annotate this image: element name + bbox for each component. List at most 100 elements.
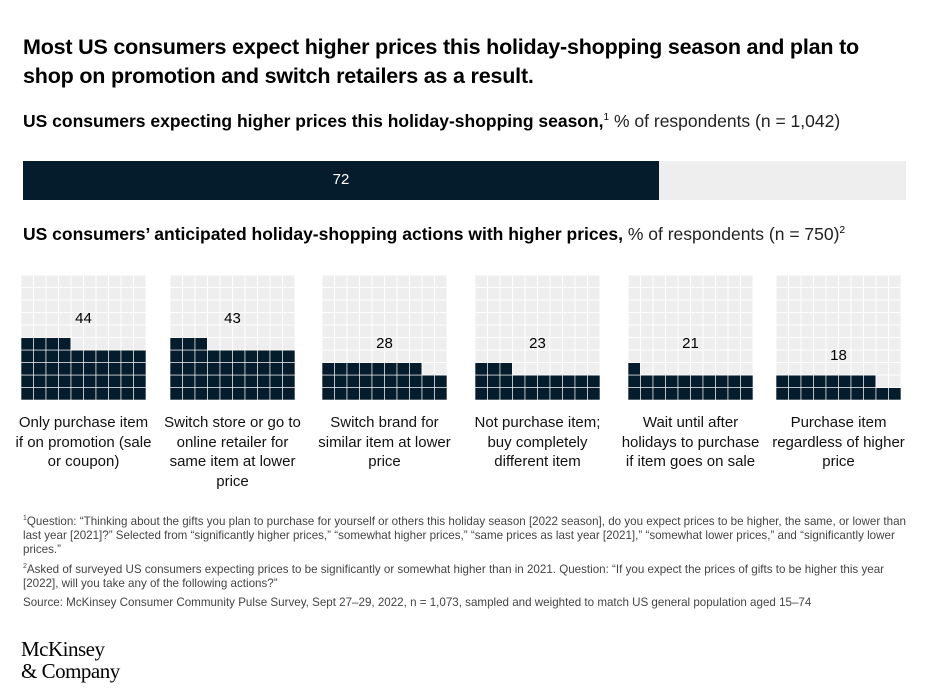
footnote-1-marker: 1 [23, 515, 27, 523]
waffle-cell-empty [384, 349, 398, 363]
waffle-cell-filled [359, 387, 373, 400]
waffle-cell-empty [562, 299, 576, 313]
waffle-cell-filled [244, 374, 258, 388]
waffle-cell-empty [475, 275, 488, 288]
waffle-cell-filled [628, 387, 641, 400]
waffle-cell-filled [257, 387, 271, 400]
waffle-cell-empty [219, 287, 233, 301]
waffle-cell-empty [652, 299, 666, 313]
waffle-cell-filled [487, 362, 501, 376]
waffle-cell-filled [70, 362, 84, 376]
waffle-value-2: 43 [224, 309, 241, 327]
waffle-cell-empty [628, 275, 641, 288]
footnote-2-marker: 2 [23, 563, 27, 571]
waffle-cell-filled [232, 362, 246, 376]
waffle-cell-filled [334, 374, 348, 388]
waffle-cell-filled [257, 349, 271, 363]
waffle-cell-empty [219, 337, 233, 351]
waffle-cell-empty [665, 275, 679, 288]
waffle-cell-filled [219, 349, 233, 363]
waffle-cell-empty [421, 349, 435, 363]
waffle-cell-filled [232, 374, 246, 388]
waffle-cell-empty [434, 362, 447, 376]
waffle-cell-filled [371, 374, 385, 388]
waffle-cell-filled [587, 374, 600, 388]
waffle-cell-empty [813, 362, 827, 376]
waffle-cell-empty [232, 275, 246, 288]
waffle-cell-empty [512, 287, 526, 301]
waffle-cell-empty [359, 312, 373, 326]
waffle-cell-empty [396, 287, 410, 301]
waffle-cell-empty [562, 362, 576, 376]
waffle-cell-filled [95, 362, 109, 376]
waffle-value-4: 23 [529, 334, 546, 352]
waffle-cell-empty [194, 324, 208, 338]
waffle-cell-empty [359, 275, 373, 288]
footnote-2: 2Asked of surveyed US consumers expectin… [23, 563, 913, 591]
category-label-2: Switch store or go to online retailer fo… [164, 414, 301, 490]
waffle-cell-filled [863, 387, 877, 400]
waffle-cell-empty [524, 287, 538, 301]
waffle-cell-empty [549, 287, 563, 301]
waffle-cell-filled [346, 387, 360, 400]
waffle-cell-filled [120, 387, 134, 400]
waffle-cell-filled [95, 387, 109, 400]
waffle-cell-empty [776, 287, 789, 301]
waffle-cell-filled [282, 362, 295, 376]
waffle-cell-empty [120, 324, 134, 338]
waffle-cell-filled [677, 387, 691, 400]
waffle-cell-empty [170, 324, 183, 338]
waffle-cell-empty [587, 312, 600, 326]
footnote-1: 1Question: “Thinking about the gifts you… [23, 515, 913, 558]
waffle-cell-empty [207, 287, 221, 301]
waffle-cell-empty [875, 312, 889, 326]
waffle-cell-empty [244, 275, 258, 288]
page-title: Most US consumers expect higher prices t… [23, 35, 859, 88]
waffle-cell-empty [70, 337, 84, 351]
waffle-cell-empty [788, 287, 802, 301]
waffle-cell-empty [850, 299, 864, 313]
waffle-cell-empty [640, 275, 654, 288]
waffle-cell-empty [334, 299, 348, 313]
waffle-grid-6 [776, 275, 901, 400]
waffle-cell-empty [740, 312, 753, 326]
chart1-title: US consumers expecting higher prices thi… [23, 110, 840, 132]
waffle-cell-filled [409, 387, 423, 400]
waffle-cell-filled [45, 387, 59, 400]
waffle-cell-empty [875, 287, 889, 301]
waffle-chart-4: 23 [475, 275, 600, 400]
waffle-cell-empty [371, 299, 385, 313]
waffle-cell-filled [21, 337, 34, 351]
waffle-cell-empty [574, 312, 588, 326]
waffle-cell-empty [587, 275, 600, 288]
waffle-cell-filled [652, 387, 666, 400]
waffle-cell-filled [396, 374, 410, 388]
waffle-cell-filled [409, 374, 423, 388]
waffle-cell-empty [727, 349, 741, 363]
waffle-cell-filled [384, 374, 398, 388]
waffle-cell-filled [108, 362, 122, 376]
waffle-cell-empty [499, 275, 513, 288]
waffle-cell-empty [776, 324, 789, 338]
waffle-cell-filled [182, 387, 196, 400]
waffle-cell-empty [21, 275, 34, 288]
waffle-cell-filled [640, 374, 654, 388]
waffle-cell-empty [334, 312, 348, 326]
waffle-cell-empty [727, 312, 741, 326]
waffle-cell-filled [108, 349, 122, 363]
waffle-cell-empty [524, 312, 538, 326]
waffle-cell-empty [384, 312, 398, 326]
waffle-cell-empty [727, 287, 741, 301]
waffle-cell-filled [33, 374, 47, 388]
waffle-cell-empty [475, 287, 488, 301]
waffle-cell-filled [269, 362, 283, 376]
waffle-cell-filled [838, 387, 852, 400]
waffle-cell-filled [232, 387, 246, 400]
source-note: Source: McKinsey Consumer Community Puls… [23, 596, 812, 609]
waffle-cell-empty [21, 324, 34, 338]
waffle-cell-empty [587, 299, 600, 313]
waffle-cell-empty [863, 299, 877, 313]
waffle-cell-filled [421, 374, 435, 388]
waffle-cell-filled [244, 349, 258, 363]
logo-line-2: & Company [21, 659, 120, 683]
